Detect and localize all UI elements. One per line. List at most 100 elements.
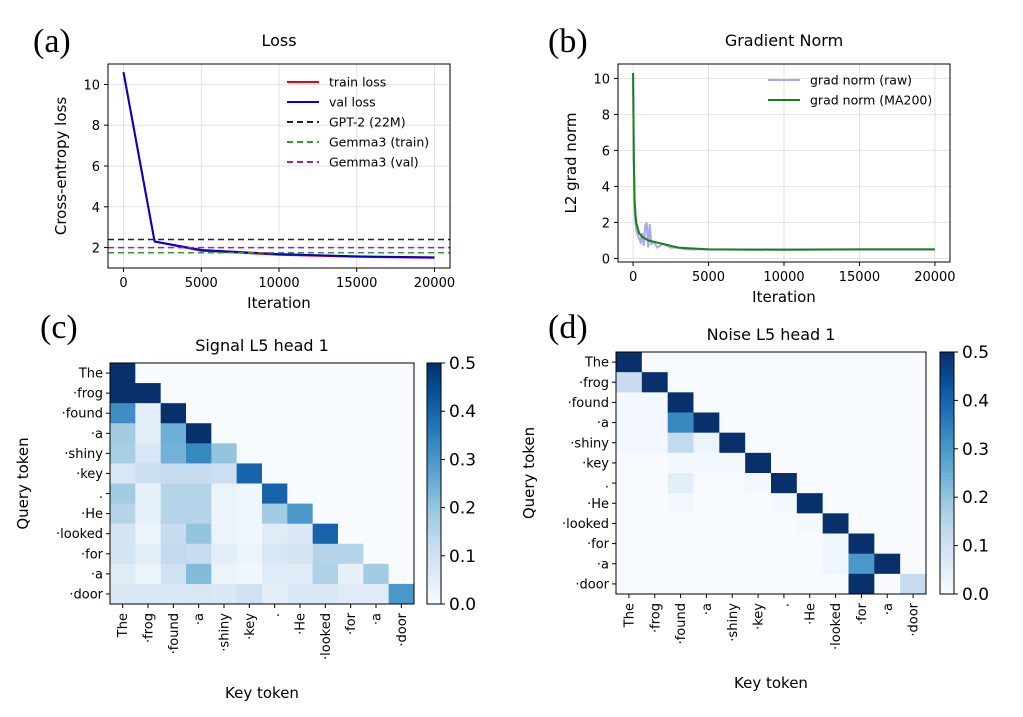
heatmap-cell — [796, 533, 824, 555]
y-tick-label: 8 — [602, 108, 610, 123]
colorbar-segment — [940, 424, 954, 430]
y-axis-label: L2 grad norm — [562, 112, 580, 213]
heatmap-cell — [616, 352, 643, 373]
heatmap-cell — [900, 412, 927, 434]
heatmap-cell — [110, 463, 136, 484]
y-tick-label: 2 — [92, 242, 100, 257]
heatmap-cell — [236, 563, 263, 585]
query-token-label: ·for — [81, 547, 104, 562]
key-token-label: ·key — [752, 603, 767, 630]
heatmap-cell — [667, 493, 694, 514]
colorbar-segment — [427, 519, 441, 525]
colorbar-segment — [427, 579, 441, 585]
key-token-label: . — [268, 613, 283, 617]
colorbar-segment — [427, 511, 441, 517]
heatmap-cell — [211, 423, 238, 444]
heatmap-cell — [796, 392, 824, 413]
colorbar-segment — [940, 408, 954, 414]
heatmap-cell — [388, 483, 415, 505]
series-line — [632, 72, 935, 251]
panel-label-a: (a) — [33, 23, 71, 60]
heatmap-cell — [338, 383, 364, 404]
colorbar-segment — [940, 521, 954, 527]
x-tick-label: 0 — [629, 270, 637, 285]
colorbar-segment — [427, 443, 441, 448]
colorbar-segment — [940, 589, 954, 595]
colorbar-segment — [427, 487, 441, 493]
y-axis-label: Cross-entropy loss — [52, 97, 70, 235]
heatmap-cell — [771, 533, 798, 555]
key-token-label: ·a — [881, 603, 896, 615]
heatmap-cell — [363, 463, 390, 484]
heatmap-cell — [388, 403, 415, 424]
heatmap-cell — [616, 553, 643, 575]
chart-title: Gradient Norm — [725, 31, 843, 50]
heatmap-cell — [848, 432, 875, 454]
heatmap-cell — [771, 493, 798, 514]
heatmap-cell — [667, 432, 694, 454]
x-axis-label: Iteration — [752, 288, 816, 306]
heatmap-cell — [211, 363, 238, 384]
colorbar-segment — [427, 367, 441, 372]
key-token-label: The — [116, 613, 131, 638]
x-tick-label: 10000 — [258, 276, 299, 291]
colorbar-segment — [940, 380, 954, 385]
colorbar-segment — [940, 473, 954, 478]
colorbar-segment — [940, 376, 954, 381]
heatmap-cell — [312, 583, 339, 605]
heatmap-cell — [745, 412, 772, 434]
heatmap-cell — [667, 553, 694, 575]
heatmap-cell — [796, 573, 824, 595]
heatmap-cell — [616, 392, 643, 413]
heatmap-cell — [186, 383, 212, 404]
series-line — [632, 74, 935, 251]
heatmap-cell — [641, 352, 669, 373]
heatmap-cell — [693, 352, 720, 373]
heatmap-cell — [186, 443, 212, 464]
heatmap-cell — [848, 533, 875, 555]
heatmap-cell — [287, 503, 314, 525]
y-tick-label: 6 — [92, 160, 100, 175]
heatmap-cell — [771, 372, 798, 393]
heatmap-cell — [641, 392, 669, 413]
y-axis-label: Query token — [14, 437, 32, 529]
heatmap-cell — [874, 533, 901, 555]
colorbar-tick-label: 0.2 — [962, 488, 989, 508]
colorbar-segment — [940, 525, 954, 531]
key-token-label: ·shiny — [726, 603, 741, 642]
heatmap-cell — [900, 553, 927, 575]
key-token-label: ·door — [907, 602, 922, 636]
heatmap-cell — [822, 573, 849, 595]
heatmap-cell — [874, 473, 901, 494]
heatmap-cell — [796, 513, 824, 534]
heatmap-cell — [641, 553, 669, 575]
colorbar-segment — [940, 396, 954, 401]
heatmap-cell — [641, 432, 669, 454]
heatmap-cell — [388, 523, 415, 545]
heatmap-cell — [160, 583, 187, 605]
heatmap-cell — [262, 383, 288, 404]
heatmap-cell — [667, 372, 694, 393]
heatmap-cell — [719, 452, 746, 474]
heatmap-cell — [771, 513, 798, 534]
colorbar-segment — [427, 551, 441, 557]
heatmap-cell — [388, 543, 415, 565]
heatmap-cell — [312, 543, 339, 565]
heatmap-cell — [186, 403, 212, 424]
colorbar-tick-label: 0.1 — [449, 547, 476, 567]
heatmap-cell — [211, 583, 238, 605]
key-token-label: ·looked — [319, 613, 334, 660]
heatmap-cell — [900, 473, 927, 494]
heatmap-cell — [236, 463, 263, 484]
heatmap-cell — [874, 372, 901, 393]
heatmap-cell — [338, 443, 364, 464]
query-token-label: ·a — [597, 416, 609, 431]
heatmap-cell — [110, 503, 136, 525]
heatmap-cell — [312, 503, 339, 525]
heatmap-cell — [900, 513, 927, 534]
heatmap-cell — [388, 443, 415, 464]
heatmap-cell — [848, 513, 875, 534]
heatmap-cell — [616, 493, 643, 514]
heatmap-cell — [287, 383, 314, 404]
